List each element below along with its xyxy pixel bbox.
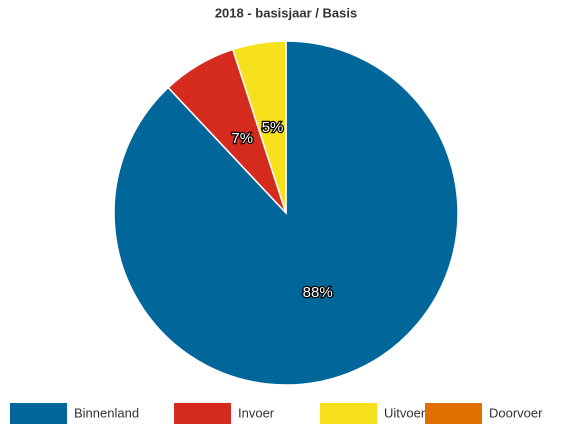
pie-slice xyxy=(231,40,287,214)
chart-title: 2018 - basisjaar / Basis xyxy=(215,5,357,20)
legend-swatch xyxy=(174,403,231,424)
legend-swatch xyxy=(10,403,67,424)
legend-label: Doorvoer xyxy=(489,405,543,420)
legend-swatch xyxy=(320,403,377,424)
legend-label: Invoer xyxy=(238,405,275,420)
legend-label: Uitvoer xyxy=(384,405,426,420)
data-label: 7% xyxy=(231,130,253,147)
data-label: 88% xyxy=(303,284,333,301)
legend-swatch xyxy=(425,403,482,424)
data-label: 5% xyxy=(262,119,284,136)
legend-label: Binnenland xyxy=(74,405,139,420)
